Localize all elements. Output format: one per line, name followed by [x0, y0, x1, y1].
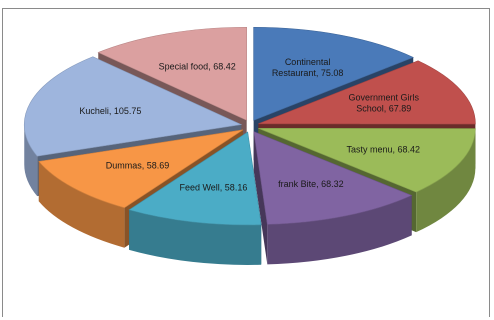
slice-feed-well [128, 131, 262, 226]
slice-government-girls-school [258, 60, 476, 125]
slice-label-frank-bite: frank Bite, 68.32 [278, 179, 344, 189]
slice-label-kucheli: Kucheli, 105.75 [79, 106, 141, 116]
slice-side-tasty-menu [416, 128, 476, 233]
slice-kucheli [23, 56, 243, 157]
slice-special-food [97, 26, 247, 121]
slice-tasty-menu [258, 127, 476, 193]
pie-tops [23, 26, 476, 226]
slice-label-tasty-menu: Tasty menu, 68.42 [347, 145, 421, 155]
slice-frank-bite [253, 131, 413, 225]
slice-side-dummas [38, 161, 125, 248]
slice-continental-restaurant [253, 27, 415, 121]
slice-side-feed-well [129, 209, 262, 265]
slice-label-continental-restaurant: Continental Restaurant, 75.08 [272, 57, 344, 78]
slice-side-kucheli [24, 124, 38, 197]
slice-dummas [38, 129, 244, 209]
slice-label-dummas: Dummas, 58.69 [106, 161, 170, 171]
slice-wall-frank-bite-1 [253, 131, 268, 265]
slice-side-frank-bite [267, 195, 412, 265]
slice-label-feed-well: Feed Well, 58.16 [179, 183, 247, 193]
slice-label-government-girls-school: Government Girls School, 67.89 [349, 92, 420, 113]
slice-label-special-food: Special food, 68.42 [159, 62, 236, 72]
